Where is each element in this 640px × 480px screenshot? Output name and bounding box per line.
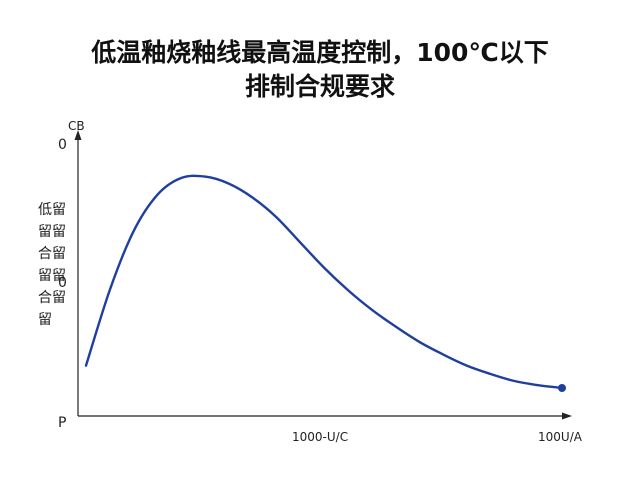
y-axis-label-line: 留 xyxy=(38,312,52,328)
y-axis-top-label: CB xyxy=(68,119,85,133)
y-axis-arrow xyxy=(74,130,82,140)
x-tick-label-1: 1000-U/C xyxy=(292,430,348,444)
x-axis-arrow xyxy=(562,412,572,420)
series-line xyxy=(84,174,564,390)
series-endpoint xyxy=(558,384,566,392)
y-axis-label-line: 留留 xyxy=(38,224,66,240)
y-axis-label-line: 低留 xyxy=(38,202,66,218)
y-axis-label-line: 合留 xyxy=(38,246,66,262)
y-tick-mid: 0 xyxy=(58,275,67,291)
chart-title-line-2: 排制合规要求 xyxy=(244,72,395,101)
y-tick-bottom: P xyxy=(58,415,66,431)
y-axis-label-line: 合留 xyxy=(38,290,66,306)
chart-title-line-1: 低温釉烧釉线最高温度控制，100℃以下 xyxy=(91,38,549,67)
y-axis-label-line: 留留 xyxy=(38,268,66,284)
y-tick-top: 0 xyxy=(58,137,67,153)
x-tick-label-2: 100U/A xyxy=(538,430,583,444)
